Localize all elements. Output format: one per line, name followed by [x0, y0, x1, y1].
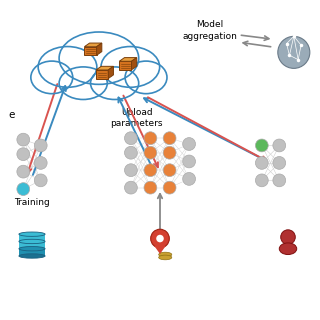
Circle shape [183, 172, 196, 185]
Polygon shape [97, 43, 102, 55]
Polygon shape [84, 43, 102, 47]
Circle shape [255, 139, 268, 152]
Circle shape [144, 181, 157, 194]
Circle shape [144, 132, 157, 145]
Circle shape [124, 164, 137, 177]
Circle shape [163, 181, 176, 194]
Circle shape [183, 155, 196, 168]
Circle shape [17, 183, 30, 196]
Ellipse shape [159, 255, 172, 260]
Circle shape [255, 156, 268, 169]
Polygon shape [96, 66, 114, 70]
Text: Training: Training [14, 198, 50, 207]
Ellipse shape [19, 254, 45, 258]
Circle shape [17, 148, 30, 161]
Circle shape [273, 156, 286, 169]
Circle shape [144, 146, 157, 159]
Text: Model
aggregation: Model aggregation [182, 20, 237, 41]
Circle shape [163, 132, 176, 145]
Circle shape [124, 181, 137, 194]
Ellipse shape [59, 67, 107, 100]
Circle shape [17, 133, 30, 146]
Polygon shape [84, 47, 97, 55]
Ellipse shape [125, 61, 167, 94]
Circle shape [124, 132, 137, 145]
Circle shape [34, 139, 47, 152]
Ellipse shape [19, 239, 45, 244]
Ellipse shape [19, 246, 45, 251]
Ellipse shape [38, 46, 97, 87]
Circle shape [281, 230, 295, 244]
Circle shape [144, 164, 157, 177]
Circle shape [278, 36, 310, 68]
Ellipse shape [91, 67, 139, 100]
Circle shape [151, 229, 169, 248]
Circle shape [34, 174, 47, 187]
Polygon shape [96, 70, 108, 78]
Circle shape [124, 146, 137, 159]
Circle shape [163, 146, 176, 159]
Polygon shape [19, 249, 45, 256]
Text: e: e [9, 110, 15, 120]
Text: Upload
parameters: Upload parameters [110, 108, 163, 127]
Circle shape [17, 165, 30, 178]
Polygon shape [19, 242, 45, 249]
Polygon shape [132, 58, 137, 70]
Circle shape [255, 174, 268, 187]
Polygon shape [119, 58, 137, 61]
Circle shape [34, 156, 47, 169]
Ellipse shape [159, 252, 172, 257]
Polygon shape [19, 234, 45, 242]
Ellipse shape [19, 232, 45, 236]
Circle shape [163, 164, 176, 177]
Ellipse shape [279, 243, 297, 254]
Circle shape [273, 174, 286, 187]
Ellipse shape [101, 46, 160, 87]
Circle shape [156, 235, 164, 242]
Circle shape [183, 138, 196, 150]
Polygon shape [154, 246, 166, 254]
Ellipse shape [31, 61, 73, 94]
Ellipse shape [59, 32, 139, 84]
Polygon shape [108, 66, 114, 78]
Polygon shape [119, 61, 132, 70]
Circle shape [273, 139, 286, 152]
